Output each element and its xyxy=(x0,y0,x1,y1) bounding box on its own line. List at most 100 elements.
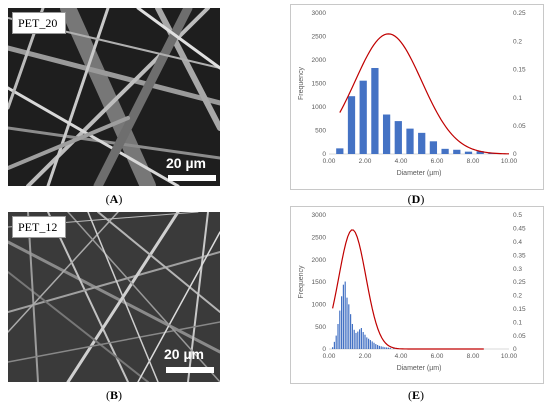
x-tick-label: 8.00 xyxy=(467,353,480,360)
x-tick-label: 10.00 xyxy=(501,158,518,165)
y-axis-title: Frequency xyxy=(298,66,305,100)
histogram-bar xyxy=(364,334,366,349)
histogram-bar xyxy=(373,342,375,349)
y2-tick-label: 0 xyxy=(513,346,517,353)
histogram-bar xyxy=(394,121,402,154)
x-tick-label: 2.00 xyxy=(359,353,372,360)
histogram-bar xyxy=(387,347,389,349)
y2-tick-label: 0.45 xyxy=(513,226,526,233)
histogram-bar xyxy=(429,141,438,154)
histogram-bar xyxy=(359,80,367,154)
sem-fibers-pet12 xyxy=(8,212,220,382)
y2-tick-label: 0.05 xyxy=(513,333,526,340)
histogram-bar xyxy=(341,296,343,349)
y-tick-label: 3000 xyxy=(312,10,327,17)
histogram-chart-e: 0 500 1000 1500 2000 2500 3000 0 0.05 0.1 0.15 0.2 0… xyxy=(290,206,544,384)
histogram-bar xyxy=(350,314,352,349)
y2-tick-label: 0.25 xyxy=(513,10,526,17)
y-tick-label: 2000 xyxy=(312,57,327,64)
y2-tick-label: 0.35 xyxy=(513,252,526,259)
histogram-bar xyxy=(360,328,362,349)
histogram-bar xyxy=(339,310,341,349)
y2-tick-label: 0.1 xyxy=(513,95,522,102)
y-tick-label: 0 xyxy=(322,346,326,353)
histogram-svg-e: 0 500 1000 1500 2000 2500 3000 0 0.05 0.1 0.15 0.2 0… xyxy=(298,212,526,372)
x-axis-title: Diameter (µm) xyxy=(397,170,442,177)
x-tick-label: 6.00 xyxy=(431,158,444,165)
histogram-bar xyxy=(393,348,395,349)
histogram-bar xyxy=(348,304,350,349)
y-tick-label: 1000 xyxy=(312,302,327,309)
histogram-bar xyxy=(476,151,484,154)
y2-tick-label: 0.05 xyxy=(513,123,526,130)
x-tick-label: 6.00 xyxy=(431,353,444,360)
y-axis-title: Frequency xyxy=(298,265,305,299)
y-tick-label: 2000 xyxy=(312,257,327,264)
histogram-bar xyxy=(353,329,355,349)
y2-tick-label: 0.15 xyxy=(513,67,526,74)
histogram-bar xyxy=(336,148,344,154)
y2-tick-label: 0.25 xyxy=(513,279,526,286)
scale-bar-label: 20 µm xyxy=(166,155,206,171)
histogram-bar xyxy=(357,331,359,349)
y-tick-label: 1500 xyxy=(312,279,327,286)
caption-b: (B) xyxy=(105,388,122,402)
distribution-curve xyxy=(339,33,510,155)
histogram-bar xyxy=(384,347,386,349)
y-tick-label: 500 xyxy=(315,128,326,135)
x-tick-label: 4.00 xyxy=(395,353,408,360)
caption-e: (E) xyxy=(407,388,424,402)
histogram-bar xyxy=(441,148,449,154)
y-tick-label: 1000 xyxy=(312,104,327,111)
y2-tick-label: 0.3 xyxy=(513,266,522,273)
histogram-bar xyxy=(347,96,356,154)
caption-a: (A) xyxy=(105,192,123,206)
y2-tick-label: 0 xyxy=(513,151,517,158)
scale-bar xyxy=(166,367,214,373)
histogram-bar xyxy=(362,332,364,349)
y-tick-label: 3000 xyxy=(312,212,327,219)
histogram-bar xyxy=(418,132,426,154)
histogram-bar xyxy=(406,128,414,154)
distribution-curve xyxy=(332,229,484,350)
y-tick-label: 2500 xyxy=(312,34,327,41)
sem-image-pet12: PET_12 20 µm xyxy=(8,212,220,382)
x-tick-label: 8.00 xyxy=(467,158,480,165)
histogram-bar xyxy=(333,341,335,349)
histogram-bar xyxy=(377,344,379,349)
y-tick-label: 0 xyxy=(322,151,326,158)
y2-tick-label: 0.1 xyxy=(513,319,522,326)
caption-d: (D) xyxy=(407,192,425,206)
histogram-bar xyxy=(346,297,348,349)
histogram-bar xyxy=(375,344,377,349)
x-tick-label: 10.00 xyxy=(501,353,518,360)
scale-bar-label: 20 µm xyxy=(164,346,204,362)
histogram-bar xyxy=(359,329,361,349)
x-tick-label: 0.00 xyxy=(323,158,336,165)
histogram-bar xyxy=(386,347,388,349)
histogram-bar xyxy=(332,347,334,349)
histogram-bar xyxy=(366,337,368,349)
histogram-bar xyxy=(378,345,380,349)
x-tick-label: 0.00 xyxy=(323,353,336,360)
y2-tick-label: 0.15 xyxy=(513,306,526,313)
histogram-bar xyxy=(355,332,357,349)
scale-bar xyxy=(168,175,216,181)
panel-label-pet20: PET_20 xyxy=(12,12,67,34)
panel-label-pet12: PET_12 xyxy=(12,216,67,238)
histogram-bar xyxy=(335,335,337,349)
y2-tick-label: 0.2 xyxy=(513,38,522,45)
histogram-bar xyxy=(382,346,384,349)
x-axis-title: Diameter (µm) xyxy=(397,365,442,372)
x-tick-label: 2.00 xyxy=(359,158,372,165)
histogram-bar xyxy=(389,347,391,349)
y2-tick-label: 0.5 xyxy=(513,212,522,219)
histogram-bar xyxy=(380,346,382,349)
histogram-bar xyxy=(344,281,346,349)
y-tick-label: 1500 xyxy=(312,81,327,88)
y-tick-label: 2500 xyxy=(312,235,327,242)
y2-tick-label: 0.4 xyxy=(513,239,522,246)
histogram-bar xyxy=(371,341,373,349)
histogram-bar xyxy=(337,323,339,349)
histogram-bar xyxy=(351,323,353,349)
